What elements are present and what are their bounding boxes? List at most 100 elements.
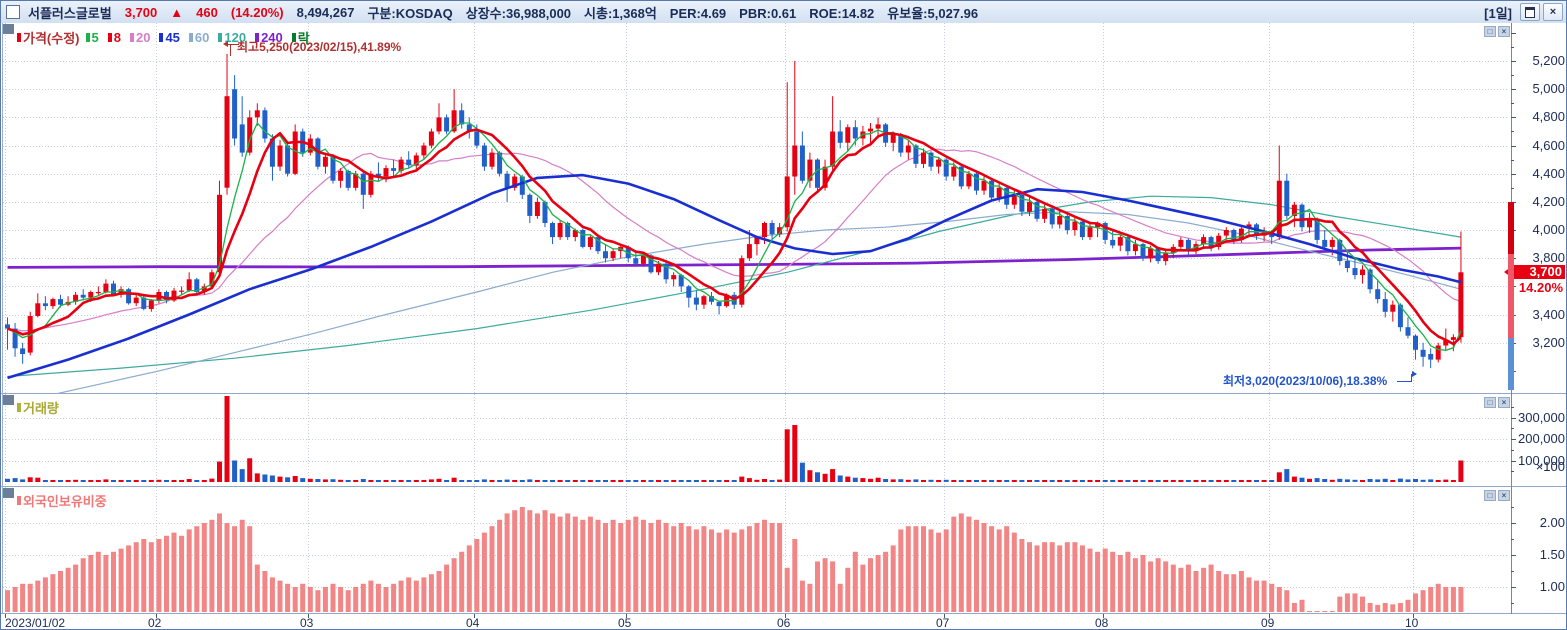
- close-window-button[interactable]: ×: [1543, 3, 1563, 21]
- volume-bar: [1284, 469, 1290, 482]
- volume-bar: [307, 478, 313, 482]
- volume-bar: [777, 479, 783, 482]
- candle-body: [981, 180, 987, 191]
- foreign-ratio-bar: [792, 539, 798, 612]
- x-axis-tick: [1103, 614, 1104, 618]
- ma-legend-item-45[interactable]: 45: [159, 28, 180, 47]
- ma-legend-item-20[interactable]: 20: [129, 28, 150, 47]
- axis-tick: [1511, 418, 1514, 419]
- foreign-panel-restore-button[interactable]: □: [1484, 490, 1496, 501]
- foreign-ratio-bar: [527, 510, 533, 612]
- candle-body: [1231, 230, 1237, 240]
- volume-bar: [353, 480, 359, 482]
- x-axis-tick: [308, 614, 309, 618]
- foreign-ratio-bar: [678, 523, 684, 612]
- x-axis-tick: [785, 614, 786, 618]
- volume-legend-item[interactable]: 거래량: [17, 398, 59, 417]
- foreign-ratio-bar: [217, 513, 222, 612]
- price-panel-close-button[interactable]: ×: [1498, 26, 1510, 37]
- x-axis-tick: [1413, 614, 1414, 618]
- candle-body: [921, 152, 926, 164]
- volume-bar: [905, 479, 911, 482]
- ma-legend-item-60[interactable]: 60: [188, 28, 209, 47]
- volume-bar: [671, 480, 677, 482]
- candle-body: [1140, 244, 1146, 259]
- foreign-ratio-bar: [852, 551, 858, 612]
- candle-body: [1337, 239, 1343, 261]
- volume-bar: [1322, 479, 1328, 482]
- candle-body: [550, 223, 555, 238]
- foreign-ratio-bar: [269, 577, 275, 612]
- volume-panel-restore-button[interactable]: □: [1484, 397, 1496, 408]
- ma-legend-label: 락: [297, 31, 310, 46]
- volume-bar: [1208, 480, 1214, 482]
- candle-body: [807, 159, 813, 181]
- volume-bar: [1148, 480, 1154, 482]
- candle-body: [391, 168, 397, 171]
- candle-body: [822, 166, 828, 188]
- candle-body: [633, 258, 639, 264]
- foreign-ratio-bar: [20, 583, 26, 612]
- ma-legend-item-5[interactable]: 5: [85, 28, 99, 47]
- candle-body: [784, 176, 790, 228]
- foreign-ratio-bar: [565, 513, 571, 612]
- foreign-ratio-bar: [1261, 580, 1267, 612]
- foreign-ratio-bar: [769, 523, 775, 612]
- ma-legend-label: 240: [261, 30, 283, 45]
- volume-bar: [724, 480, 730, 482]
- trade-volume: 8,494,267: [296, 4, 355, 20]
- price-panel-buttons: □ ×: [1484, 26, 1510, 37]
- volume-bar: [406, 480, 412, 482]
- price-axis-label: 5,000: [1532, 81, 1565, 96]
- price-chart-panel[interactable]: [1, 23, 1566, 393]
- change-percent: (14.20%): [230, 4, 284, 20]
- axis-tick: [1511, 103, 1514, 104]
- foreign-legend-item[interactable]: 외국인보유비중: [17, 491, 107, 510]
- volume-panel-close-button[interactable]: ×: [1498, 397, 1510, 408]
- close-icon: ×: [1549, 5, 1557, 18]
- foreign-ratio-bar: [1170, 564, 1176, 612]
- foreign-ratio-bar: [375, 583, 381, 612]
- volume-chart-panel[interactable]: [1, 394, 1566, 486]
- foreign-ratio-bar: [1011, 532, 1017, 612]
- volume-bar: [989, 480, 995, 482]
- price-panel-grip[interactable]: [3, 24, 14, 34]
- foreign-ownership-panel[interactable]: [1, 487, 1566, 613]
- candle-body: [830, 131, 836, 167]
- x-axis-label: 05: [618, 616, 632, 630]
- foreign-ratio-bar: [656, 519, 661, 612]
- ma-legend-item-120[interactable]: 120: [218, 28, 246, 47]
- foreign-ratio-bar: [572, 516, 578, 612]
- foreign-panel-grip[interactable]: [3, 488, 14, 498]
- candle-body: [989, 180, 995, 198]
- foreign-ratio-bar: [1027, 542, 1032, 612]
- foreign-ratio-bar: [1329, 611, 1335, 612]
- x-axis-tick: [944, 614, 945, 618]
- foreign-ratio-bar: [936, 532, 942, 612]
- title-checkbox[interactable]: [6, 5, 20, 19]
- foreign-ratio-bar: [58, 571, 63, 612]
- volume-bar: [239, 469, 245, 482]
- candle-body: [1458, 272, 1464, 338]
- foreign-panel-close-button[interactable]: ×: [1498, 490, 1510, 501]
- ma-legend-item-8[interactable]: 8: [107, 28, 121, 47]
- price-panel-restore-button[interactable]: □: [1484, 26, 1496, 37]
- period-label[interactable]: [1일]: [1484, 5, 1512, 21]
- ma-legend-item-240[interactable]: 240: [255, 28, 283, 47]
- ma-line-ma240: [7, 246, 1461, 269]
- foreign-ratio-bar: [1201, 567, 1207, 612]
- foreign-ratio-bar: [1420, 590, 1426, 612]
- foreign-ratio-bar: [746, 526, 752, 612]
- foreign-ratio-bar: [1322, 611, 1328, 612]
- volume-bar: [1087, 480, 1093, 482]
- restore-window-button[interactable]: [1520, 3, 1540, 21]
- volume-bar: [1276, 472, 1282, 482]
- foreign-ratio-bar: [1095, 551, 1101, 612]
- candle-body: [1064, 216, 1070, 231]
- foreign-ratio-bar: [974, 519, 979, 612]
- volume-panel-grip[interactable]: [3, 395, 14, 405]
- ma-legend-item-락[interactable]: 락: [291, 28, 310, 47]
- change-arrow-icon: ▲: [170, 4, 184, 20]
- price-legend-item[interactable]: 가격(수정): [17, 28, 80, 47]
